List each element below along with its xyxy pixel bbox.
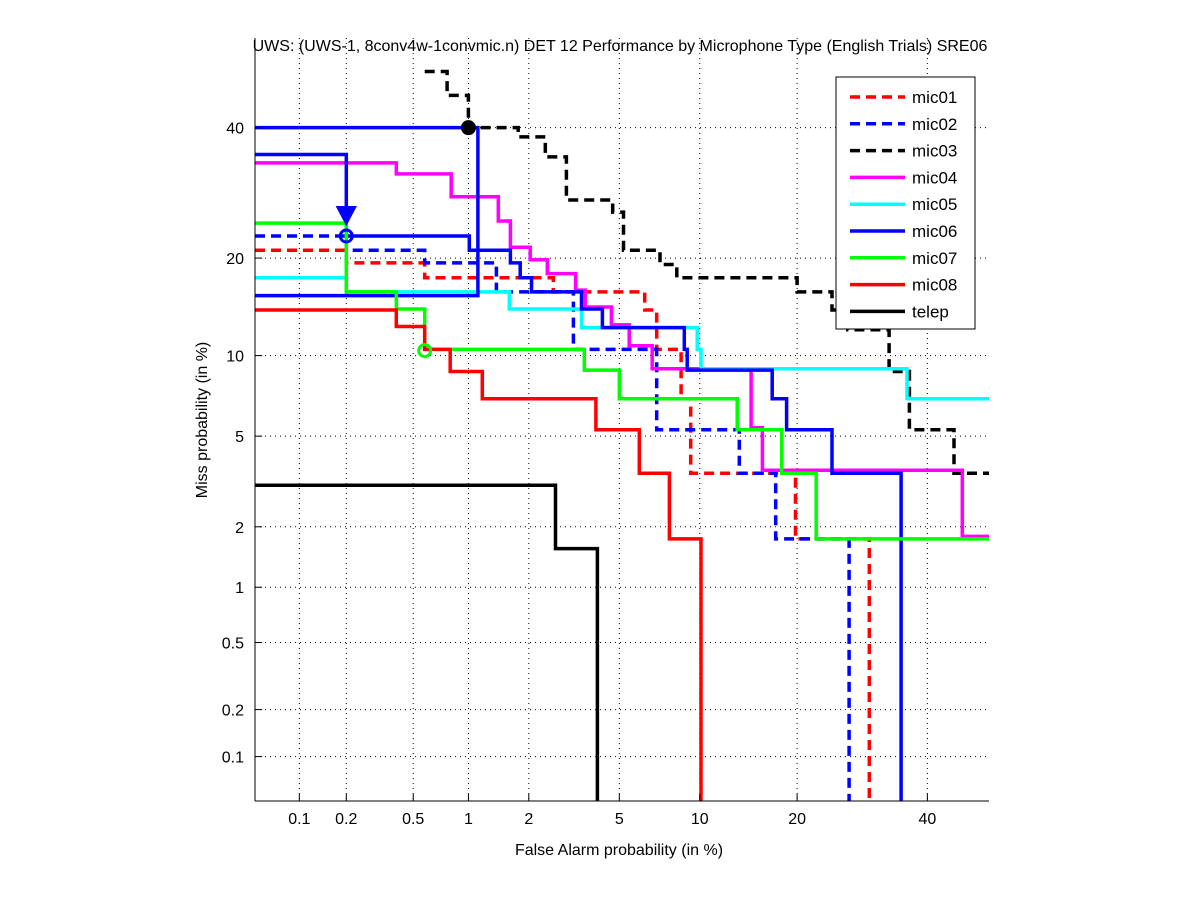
series-mic07-line (255, 221, 989, 541)
series-mic08-line (255, 308, 703, 801)
series-mic07-marker (417, 343, 433, 359)
legend: mic01 mic02 mic03 mic04 mic05 mic06 mic07 mic08… (835, 76, 976, 330)
series-mic03-marker (460, 120, 476, 136)
y-tick-label: 0.2 (222, 703, 244, 720)
y-tick-label: 40 (226, 121, 244, 138)
x-tick-label: 0.2 (335, 811, 357, 828)
series-mic02-line (255, 234, 851, 801)
legend-label-mic04: mic04 (912, 168, 957, 187)
legend-label-telep: telep (912, 302, 949, 321)
legend-label-mic03: mic03 (912, 142, 957, 161)
x-tick-label: 0.1 (288, 811, 310, 828)
y-tick-label: 5 (235, 429, 244, 446)
x-tick-label: 0.5 (402, 811, 424, 828)
series-mic01-line (255, 248, 872, 801)
y-tick-label: 1 (235, 580, 244, 597)
y-tick-label: 0.5 (222, 636, 244, 653)
x-tick-label: 40 (918, 811, 936, 828)
y-tick-label: 10 (226, 349, 244, 366)
x-tick-label: 10 (691, 811, 709, 828)
legend-label-mic02: mic02 (912, 115, 957, 134)
plot-area (255, 69, 989, 801)
series-mic06-line (255, 125, 480, 298)
legend-label-mic08: mic08 (912, 276, 957, 295)
y-tick-label: 2 (235, 520, 244, 537)
legend-label-mic05: mic05 (912, 195, 957, 214)
series-mic03-line (424, 69, 989, 475)
series-telep-line (255, 483, 600, 801)
x-tick-label: 5 (615, 811, 624, 828)
series-mic06-marker (338, 228, 354, 244)
y-tick-label: 20 (226, 251, 244, 268)
series-mic06-line (255, 152, 903, 801)
axes: 0.1 0.2 0.5 1 2 5 10 20 40 0.1 0.2 0.5 1 2 5 10 20 40 (222, 38, 989, 828)
chart-title: UWS: (UWS-1, 8conv4w-1convmic.n) DET 12 … (253, 38, 988, 55)
legend-label-mic06: mic06 (912, 222, 957, 241)
x-axis-label: False Alarm probability (in %) (515, 842, 723, 859)
x-tick-label: 20 (788, 811, 806, 828)
x-tick-label: 2 (524, 811, 533, 828)
series-mic04-line (255, 161, 989, 539)
y-tick-label: 0.1 (222, 750, 244, 767)
legend-label-mic07: mic07 (912, 249, 957, 268)
x-tick-label: 1 (464, 811, 473, 828)
series-mic06-arrowhead (335, 206, 357, 227)
legend-label-mic01: mic01 (912, 88, 957, 107)
y-axis-label: Miss probability (in %) (194, 342, 211, 498)
